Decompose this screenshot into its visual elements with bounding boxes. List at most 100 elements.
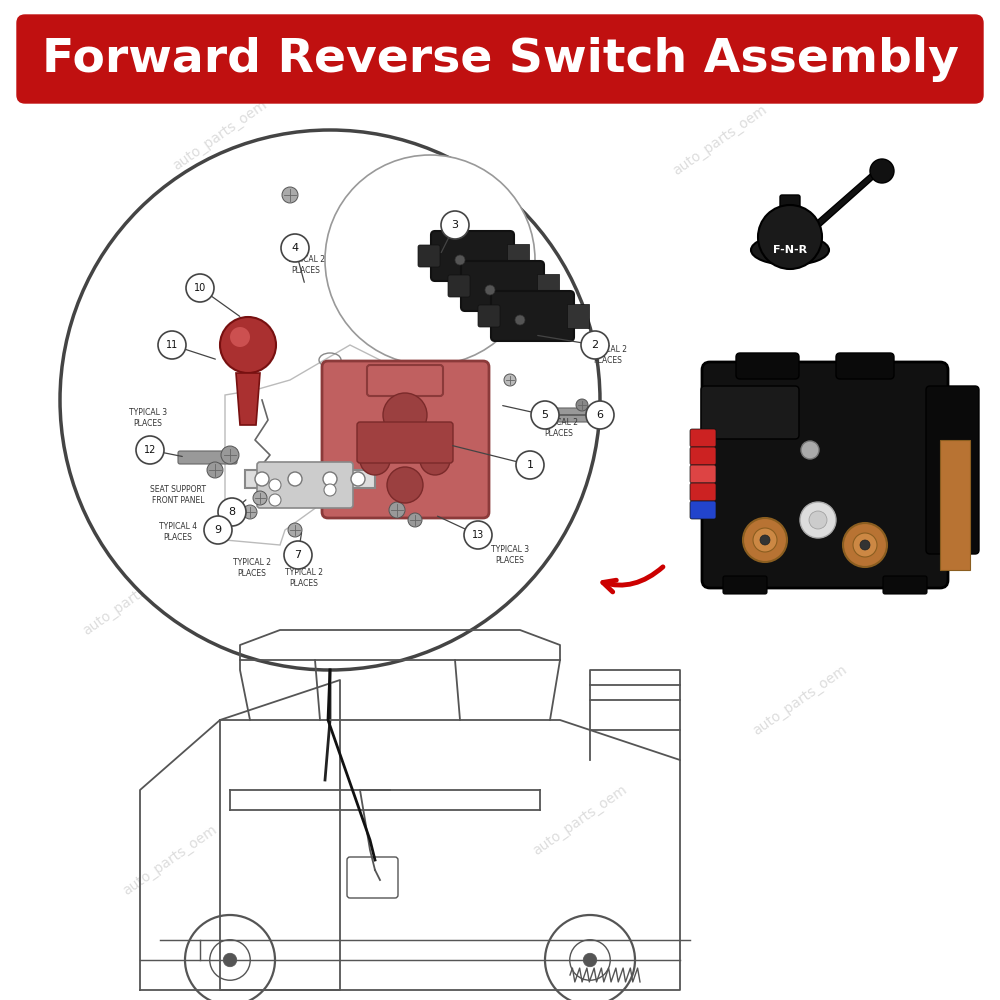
- Text: TYPICAL 3
PLACES: TYPICAL 3 PLACES: [129, 408, 167, 428]
- Ellipse shape: [751, 235, 829, 265]
- Circle shape: [282, 187, 298, 203]
- Circle shape: [136, 436, 164, 464]
- Circle shape: [387, 467, 423, 503]
- FancyBboxPatch shape: [836, 353, 894, 379]
- Text: Forward Reverse Switch Assembly: Forward Reverse Switch Assembly: [42, 36, 958, 82]
- Circle shape: [255, 472, 269, 486]
- Circle shape: [516, 451, 544, 479]
- FancyBboxPatch shape: [431, 231, 514, 281]
- Text: TYPICAL 2
PLACES: TYPICAL 2 PLACES: [233, 558, 271, 578]
- Circle shape: [800, 502, 836, 538]
- Circle shape: [758, 205, 822, 269]
- FancyBboxPatch shape: [322, 361, 489, 518]
- FancyBboxPatch shape: [567, 304, 589, 328]
- FancyBboxPatch shape: [461, 261, 544, 311]
- Text: TYPICAL 2
PLACES: TYPICAL 2 PLACES: [540, 418, 578, 438]
- FancyBboxPatch shape: [357, 422, 453, 463]
- Circle shape: [269, 494, 281, 506]
- FancyBboxPatch shape: [926, 386, 979, 554]
- Text: TYPICAL 2
PLACES: TYPICAL 2 PLACES: [285, 568, 323, 588]
- Circle shape: [284, 541, 312, 569]
- FancyBboxPatch shape: [690, 501, 716, 519]
- Circle shape: [870, 159, 894, 183]
- Circle shape: [383, 393, 427, 437]
- Text: 1: 1: [526, 460, 534, 470]
- Text: 3: 3: [452, 220, 458, 230]
- Circle shape: [223, 953, 237, 967]
- Circle shape: [360, 445, 390, 475]
- Text: 7: 7: [294, 550, 302, 560]
- FancyBboxPatch shape: [491, 291, 574, 341]
- FancyBboxPatch shape: [940, 440, 970, 570]
- Text: 11: 11: [166, 340, 178, 350]
- Circle shape: [860, 540, 870, 550]
- FancyBboxPatch shape: [367, 365, 443, 396]
- Circle shape: [218, 498, 246, 526]
- Circle shape: [221, 446, 239, 464]
- Circle shape: [269, 479, 281, 491]
- FancyBboxPatch shape: [701, 386, 799, 439]
- Text: 13: 13: [472, 530, 484, 540]
- Text: auto_parts_oem: auto_parts_oem: [120, 822, 220, 898]
- Circle shape: [220, 317, 276, 373]
- FancyArrowPatch shape: [603, 567, 663, 592]
- Text: 4: 4: [291, 243, 299, 253]
- Text: auto_parts_oem: auto_parts_oem: [65, 272, 165, 348]
- Circle shape: [515, 315, 525, 325]
- FancyBboxPatch shape: [690, 465, 716, 483]
- Circle shape: [288, 523, 302, 537]
- Polygon shape: [810, 170, 880, 231]
- Circle shape: [531, 401, 559, 429]
- FancyBboxPatch shape: [448, 275, 470, 297]
- Circle shape: [60, 130, 600, 670]
- Circle shape: [207, 462, 223, 478]
- Text: 5: 5: [542, 410, 548, 420]
- Circle shape: [504, 374, 516, 386]
- Text: 8: 8: [228, 507, 236, 517]
- Text: 6: 6: [596, 410, 604, 420]
- Text: 10: 10: [194, 283, 206, 293]
- Circle shape: [743, 518, 787, 562]
- Circle shape: [576, 399, 588, 411]
- Circle shape: [581, 331, 609, 359]
- FancyBboxPatch shape: [257, 462, 353, 508]
- FancyBboxPatch shape: [780, 195, 800, 219]
- FancyBboxPatch shape: [537, 274, 559, 298]
- FancyBboxPatch shape: [17, 15, 983, 103]
- Text: auto_parts_oem: auto_parts_oem: [750, 662, 850, 738]
- Circle shape: [158, 331, 186, 359]
- FancyBboxPatch shape: [723, 576, 767, 594]
- Circle shape: [809, 511, 827, 529]
- Circle shape: [441, 211, 469, 239]
- Circle shape: [586, 401, 614, 429]
- Circle shape: [389, 502, 405, 518]
- Text: SEAT SUPPORT
FRONT PANEL: SEAT SUPPORT FRONT PANEL: [150, 485, 206, 505]
- FancyBboxPatch shape: [245, 470, 375, 488]
- FancyBboxPatch shape: [702, 362, 948, 588]
- Text: auto_parts_oem: auto_parts_oem: [400, 192, 500, 268]
- Circle shape: [853, 533, 877, 557]
- Circle shape: [753, 528, 777, 552]
- Text: 12: 12: [144, 445, 156, 455]
- Text: 9: 9: [214, 525, 222, 535]
- FancyBboxPatch shape: [690, 429, 716, 447]
- FancyBboxPatch shape: [478, 305, 500, 327]
- Circle shape: [485, 285, 495, 295]
- FancyBboxPatch shape: [178, 451, 237, 464]
- Text: TYPICAL 3
PLACES: TYPICAL 3 PLACES: [491, 545, 529, 565]
- Circle shape: [801, 441, 819, 459]
- Circle shape: [230, 327, 250, 347]
- Circle shape: [323, 472, 337, 486]
- Circle shape: [351, 472, 365, 486]
- Circle shape: [455, 255, 465, 265]
- Text: TYPICAL 2
PLACES: TYPICAL 2 PLACES: [589, 345, 627, 365]
- Circle shape: [204, 516, 232, 544]
- Circle shape: [760, 535, 770, 545]
- Circle shape: [324, 484, 336, 496]
- FancyBboxPatch shape: [507, 244, 529, 268]
- Text: auto_parts_oem: auto_parts_oem: [80, 562, 180, 638]
- FancyBboxPatch shape: [533, 408, 602, 422]
- Text: auto_parts_oem: auto_parts_oem: [670, 102, 770, 178]
- FancyBboxPatch shape: [883, 576, 927, 594]
- Text: TYPICAL 2
PLACES: TYPICAL 2 PLACES: [287, 255, 325, 275]
